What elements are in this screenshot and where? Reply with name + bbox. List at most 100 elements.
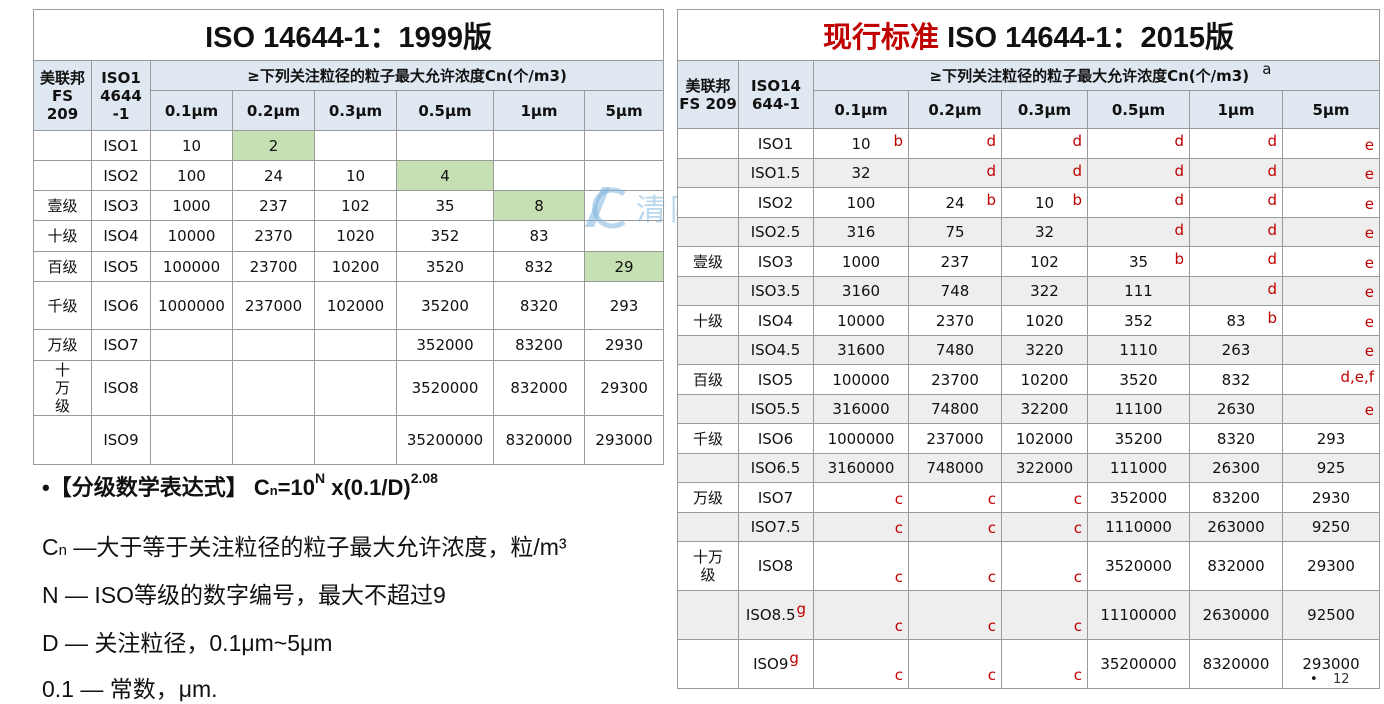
right-value-cell: 8320 xyxy=(1189,423,1283,454)
right-footnote-mark: d xyxy=(1174,221,1184,239)
left-value-cell: 1000 xyxy=(150,190,233,221)
right-size-header: 0.3μm xyxy=(1001,90,1088,129)
left-value-cell xyxy=(583,220,665,252)
right-footnote-mark: c xyxy=(894,519,903,537)
left-size-header: 0.2μm xyxy=(232,90,315,131)
right-value-cell: 10 b xyxy=(1001,187,1088,218)
left-value-cell: 352000 xyxy=(396,329,494,361)
right-footnote-mark: d xyxy=(1072,132,1082,150)
right-value-cell: 32 xyxy=(813,158,909,188)
desc-n: N — ISO等级的数字编号，最大不超过9 xyxy=(42,582,446,608)
right-value-text: 322000 xyxy=(1015,459,1074,477)
right-fs209-cell xyxy=(677,512,739,542)
right-footnote-mark: c xyxy=(1073,617,1082,635)
right-size-header: 0.5μm xyxy=(1087,90,1190,129)
right-value-text: 832000 xyxy=(1207,557,1265,575)
right-iso-label: ISO2.5 xyxy=(750,223,801,241)
desc-cn: Cn —大于等于关注粒径的粒子最大允许浓度，粒/m³ xyxy=(42,528,567,562)
left-value-cell: 8320 xyxy=(493,281,585,330)
right-value-cell: 74800 xyxy=(908,394,1002,424)
right-value-text: 32 xyxy=(851,164,871,182)
left-value-cell: 24 xyxy=(232,160,315,191)
right-value-cell: c xyxy=(813,639,909,689)
right-iso-label: ISO3 xyxy=(757,252,794,271)
left-value-cell xyxy=(314,130,397,161)
left-iso-cell: ISO1 xyxy=(91,130,151,161)
right-value-text: 26300 xyxy=(1212,459,1260,477)
right-footnote-mark: d xyxy=(1267,250,1277,268)
formula-bullet: • xyxy=(42,475,50,500)
right-fs209-cell xyxy=(677,639,739,689)
right-footnote-mark: c xyxy=(894,666,903,684)
left-value-cell xyxy=(396,130,494,161)
right-value-cell: 2630 xyxy=(1189,394,1283,424)
right-value-text: 237000 xyxy=(926,429,984,448)
right-iso-cell: ISO5.5 xyxy=(738,394,814,424)
right-value-cell: 832 xyxy=(1189,364,1283,395)
left-value-cell xyxy=(150,360,233,416)
right-value-text: 111 xyxy=(1124,282,1153,300)
right-value-cell: c xyxy=(1001,590,1088,640)
right-value-text: 832 xyxy=(1221,370,1251,389)
right-footnote-mark: e xyxy=(1364,401,1375,419)
right-value-text: 748000 xyxy=(926,459,984,477)
left-value-cell xyxy=(314,415,397,465)
right-table-row: ISO6.5 3160000 748000 322000 111000 26300 925 xyxy=(677,453,1381,483)
right-value-text: 1110000 xyxy=(1105,518,1172,536)
right-value-text: 83 xyxy=(1226,311,1246,330)
right-footnote-mark: d xyxy=(1174,132,1184,150)
right-value-cell: d xyxy=(1189,187,1283,218)
right-value-cell: e xyxy=(1281,335,1381,365)
left-value-cell: 8 xyxy=(493,190,585,221)
left-value-cell: 29 xyxy=(583,251,665,282)
left-table-row: 万级 ISO7 352000 83200 2930 xyxy=(33,329,665,361)
right-value-cell: d xyxy=(1087,158,1190,188)
right-value-text: 2930 xyxy=(1311,488,1351,507)
right-value-text: 3160 xyxy=(841,282,881,300)
formula-sub: n xyxy=(269,483,278,498)
left-head-concentration: ≥下列关注粒径的粒子最大允许浓度Cn(个/m3) xyxy=(149,60,665,91)
right-value-cell: 7480 xyxy=(908,335,1002,365)
right-value-cell: e xyxy=(1281,128,1381,159)
right-value-cell: e xyxy=(1281,276,1381,306)
iso-1999-table: ISO 14644-1：1999版 美联邦FS 209 ISO1 4644 -1… xyxy=(32,9,665,465)
right-footnote-mark: d xyxy=(1267,221,1277,239)
right-iso-label: ISO8.5 xyxy=(745,606,796,624)
right-value-text: 1000 xyxy=(841,252,881,271)
right-title-current: 现行标准 xyxy=(823,22,940,54)
right-iso-cell: ISO3.5 xyxy=(738,276,814,306)
right-size-header: 1μm xyxy=(1189,90,1283,129)
left-table-row: 千级 ISO6 1000000 237000 102000 35200 8320 293 xyxy=(33,281,665,330)
right-footnote-mark: e xyxy=(1364,165,1375,183)
right-value-cell: e xyxy=(1281,158,1381,188)
right-value-cell: c xyxy=(813,590,909,640)
right-value-text: 263 xyxy=(1221,341,1251,359)
right-value-cell: d xyxy=(1087,187,1190,218)
right-iso-label: ISO1.5 xyxy=(750,164,801,182)
right-value-text: 316000 xyxy=(832,400,890,418)
right-table-title: 现行标准 ISO 14644-1：2015版 xyxy=(676,9,1381,61)
left-value-cell xyxy=(493,160,585,191)
right-value-cell: 35200 xyxy=(1087,423,1190,454)
right-value-text: 3160000 xyxy=(827,459,895,477)
left-table-row: 壹级 ISO3 1000 237 102 35 8 xyxy=(33,190,665,221)
left-value-cell: 102 xyxy=(314,190,397,221)
right-footnote-mark: d xyxy=(986,162,996,180)
right-value-cell: 352000 xyxy=(1087,482,1190,513)
right-value-cell: 3160000 xyxy=(813,453,909,483)
right-iso-label: ISO6 xyxy=(757,429,794,448)
right-value-cell: 1020 xyxy=(1001,305,1088,336)
right-footnote-mark: e xyxy=(1364,254,1375,272)
desc-constant: 0.1 — 常数，μm. xyxy=(42,676,218,702)
right-value-cell: 832000 xyxy=(1189,541,1283,591)
right-value-text: 100 xyxy=(846,193,876,212)
watermark-logo-icon xyxy=(580,182,630,232)
right-iso-label: ISO4 xyxy=(757,311,794,330)
left-size-header: 0.5μm xyxy=(396,90,494,131)
right-footnote-mark: d xyxy=(1174,191,1184,209)
right-footnote-mark: c xyxy=(1073,490,1082,508)
left-value-cell: 293 xyxy=(583,281,665,330)
right-footnote-mark: c xyxy=(987,666,996,684)
right-value-text: 7480 xyxy=(935,341,975,359)
left-value-cell: 3520 xyxy=(396,251,494,282)
